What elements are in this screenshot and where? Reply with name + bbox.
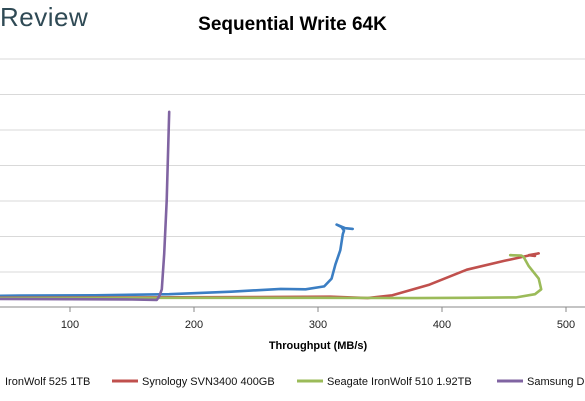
x-tick-label: 100 [61,319,79,331]
legend-label-ironwolf-525: IronWolf 525 1TB [5,376,90,388]
x-tick-label: 500 [557,319,575,331]
series-line-samsung-d [0,110,171,302]
gridlines [0,58,585,273]
series-line-synology-svn3400-400gb [0,252,540,300]
x-axis-label: Throughput (MB/s) [269,340,368,352]
x-tick-marks [69,307,567,312]
x-tick-label: 300 [309,319,327,331]
chart-title: Sequential Write 64K [198,14,387,35]
legend-label-synology: Synology SVN3400 400GB [142,376,275,388]
legend: IronWolf 525 1TB Synology SVN3400 400GB … [5,376,585,388]
brand-logo: Review [0,2,89,32]
series-line-seagate-ironwolf-510-1-92tb [0,253,543,300]
legend-label-samsung: Samsung D [527,376,585,388]
x-tick-labels: 100 200 300 400 500 [61,319,575,331]
x-tick-label: 400 [433,319,451,331]
series-line-ironwolf-525-1tb [0,223,354,298]
series-lines [0,110,543,302]
x-tick-label: 200 [185,319,203,331]
legend-label-seagate-510: Seagate IronWolf 510 1.92TB [327,376,472,388]
